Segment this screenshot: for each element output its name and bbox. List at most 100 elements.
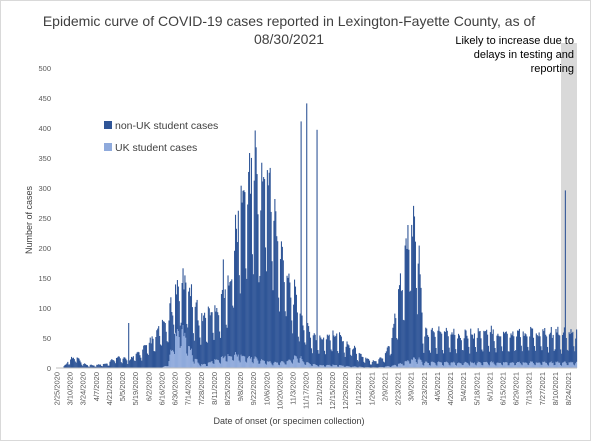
bar-non-uk xyxy=(565,337,567,364)
bar-non-uk xyxy=(286,275,288,362)
bar-non-uk xyxy=(517,330,520,363)
bar-non-uk xyxy=(433,332,435,363)
bar-uk xyxy=(279,365,281,368)
bar-uk xyxy=(272,365,274,368)
bar-uk xyxy=(224,355,226,368)
bar-non-uk xyxy=(203,315,205,365)
bar-non-uk xyxy=(79,360,81,368)
bar-non-uk xyxy=(326,334,328,365)
bar-non-uk xyxy=(295,294,297,357)
bar-uk xyxy=(189,346,191,368)
bar-non-uk xyxy=(173,324,175,352)
bar-uk xyxy=(525,362,527,368)
bar-non-uk xyxy=(75,362,77,368)
bar-non-uk xyxy=(444,332,446,363)
bar-non-uk xyxy=(441,333,443,363)
bar-non-uk xyxy=(298,341,300,363)
bar-uk xyxy=(399,362,401,368)
bar-non-uk xyxy=(370,364,372,368)
bar-non-uk xyxy=(186,323,188,354)
bar-non-uk xyxy=(96,364,98,368)
bar-non-uk xyxy=(207,306,209,363)
bar-uk xyxy=(331,366,333,368)
x-axis-label: Date of onset (or specimen collection) xyxy=(213,416,364,426)
bar-uk xyxy=(508,365,510,368)
bar-uk xyxy=(469,365,471,368)
bar-non-uk xyxy=(366,358,368,368)
bar-non-uk xyxy=(408,249,410,362)
bar-non-uk xyxy=(353,348,355,367)
bar-non-uk xyxy=(420,287,422,360)
bar-uk xyxy=(234,354,236,368)
bar-non-uk xyxy=(527,346,529,365)
bar-non-uk xyxy=(160,344,162,368)
bar-uk xyxy=(540,364,542,368)
bar-non-uk xyxy=(71,358,74,368)
x-tick-label: 5/18/2021 xyxy=(472,372,481,405)
bar-uk xyxy=(419,359,421,368)
bar-non-uk xyxy=(492,329,494,362)
bar-uk xyxy=(454,362,456,368)
bar-uk xyxy=(246,362,248,368)
bar-uk xyxy=(312,364,314,368)
bar-uk xyxy=(413,357,416,368)
bar-non-uk xyxy=(152,338,154,368)
x-tick-label: 5/4/2021 xyxy=(459,372,468,401)
bar-non-uk xyxy=(123,357,125,368)
bar-non-uk xyxy=(483,330,485,363)
bar-uk xyxy=(570,361,572,368)
bar-uk xyxy=(176,329,178,368)
bar-non-uk xyxy=(494,348,496,365)
bar-non-uk xyxy=(305,344,307,365)
bar-uk xyxy=(261,359,263,368)
bar-uk xyxy=(340,365,342,368)
bar-non-uk xyxy=(443,353,445,366)
bar-non-uk xyxy=(303,330,305,363)
bar-non-uk xyxy=(458,335,461,363)
bar-uk xyxy=(313,363,315,368)
bar-uk xyxy=(451,362,453,368)
bar-uk xyxy=(231,356,233,368)
bar-uk xyxy=(318,366,320,368)
bar-uk xyxy=(223,357,225,368)
bar-non-uk xyxy=(102,364,104,368)
bar-non-uk xyxy=(389,355,391,368)
bar-non-uk xyxy=(487,334,489,363)
bar-uk xyxy=(276,362,278,368)
bar-non-uk xyxy=(74,361,76,368)
bar-non-uk xyxy=(422,343,424,365)
bar-non-uk xyxy=(394,313,396,365)
bar-non-uk xyxy=(550,326,552,362)
shaded-region xyxy=(561,43,577,368)
bar-uk xyxy=(534,365,536,368)
bar-non-uk xyxy=(501,346,503,365)
y-tick-label: 150 xyxy=(38,274,51,283)
bar-non-uk xyxy=(103,363,105,368)
bar-non-uk xyxy=(369,364,371,368)
bar-non-uk xyxy=(428,336,430,364)
bar-uk xyxy=(478,362,480,368)
bar-non-uk xyxy=(64,364,66,368)
bar-uk xyxy=(576,361,578,368)
bar-uk xyxy=(516,362,518,368)
bar-uk xyxy=(488,365,491,368)
bar-non-uk xyxy=(413,216,416,358)
bar-uk xyxy=(420,359,422,368)
bar-uk xyxy=(242,355,244,368)
bar-non-uk xyxy=(209,315,211,363)
bar-uk xyxy=(452,362,454,368)
bar-non-uk xyxy=(457,338,459,364)
bar-non-uk xyxy=(88,366,90,368)
bar-uk xyxy=(196,359,198,368)
bar-uk xyxy=(560,365,562,368)
bar-uk xyxy=(203,364,205,368)
bar-uk xyxy=(434,363,436,368)
bar-uk xyxy=(428,363,430,368)
bar-uk xyxy=(424,362,426,368)
bar-non-uk xyxy=(276,236,278,363)
bar-uk xyxy=(575,363,577,368)
bar-uk xyxy=(226,361,228,368)
bar-uk xyxy=(282,361,284,368)
bar-non-uk xyxy=(70,359,72,368)
bar-non-uk xyxy=(301,315,303,360)
